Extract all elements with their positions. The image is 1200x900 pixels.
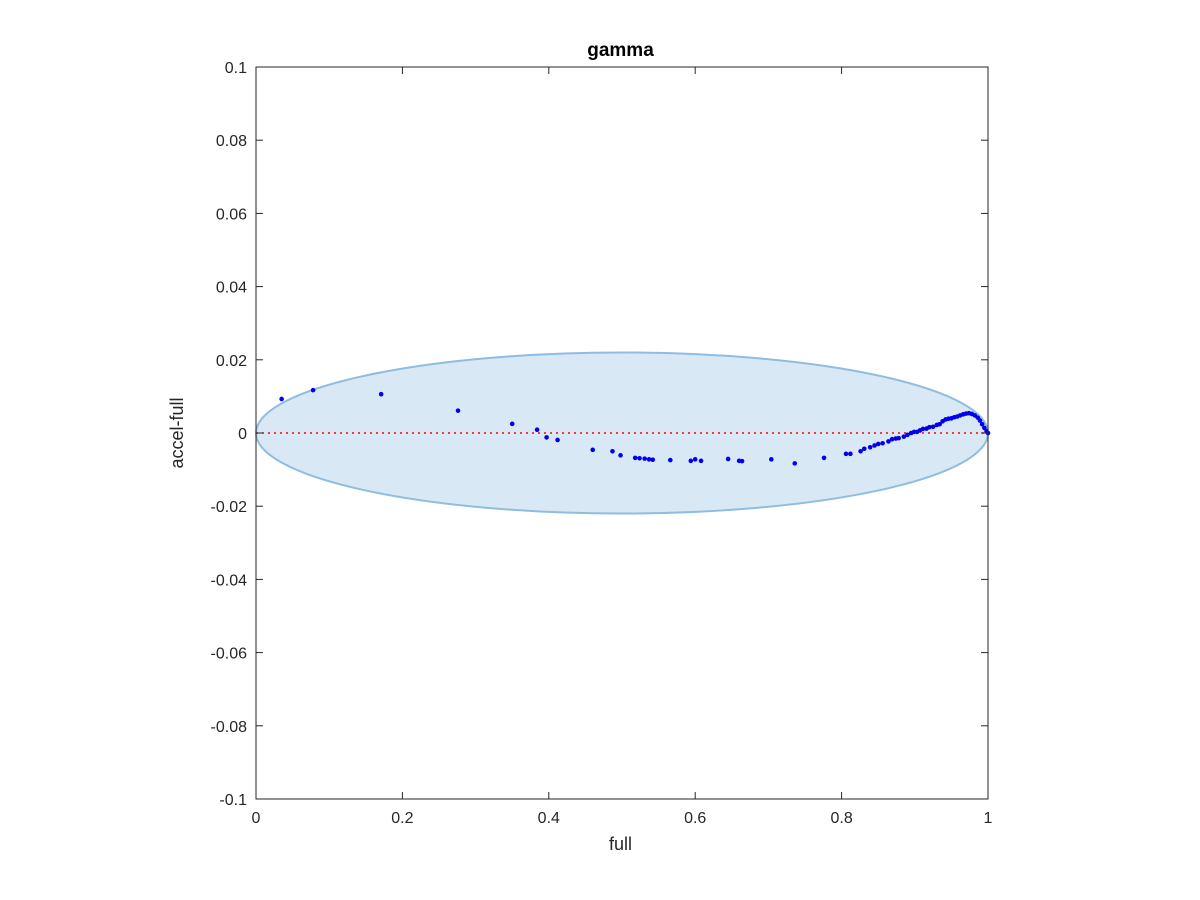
data-point <box>590 447 596 453</box>
data-point <box>650 457 656 463</box>
data-point <box>867 444 873 450</box>
data-point <box>792 461 798 466</box>
data-point <box>610 449 615 454</box>
y-axis-ticks: -0.1 -0.08 -0.06 -0.04 -0.02 0 0.02 0.04 0.06 0.0… <box>211 60 988 809</box>
y-tick-label: -0.1 <box>219 792 247 809</box>
x-axis-ticks: 0 0.2 0.4 0.6 0.8 1 <box>252 67 993 827</box>
data-point <box>555 437 560 443</box>
data-point <box>901 434 907 439</box>
x-tick-label: 0.6 <box>684 810 706 827</box>
y-tick-label: -0.06 <box>211 646 248 663</box>
x-tick-label: 0.4 <box>538 810 560 827</box>
data-point <box>858 449 863 454</box>
data-point <box>725 456 731 462</box>
data-point <box>632 455 638 461</box>
data-point <box>889 436 895 442</box>
y-tick-label: -0.02 <box>211 499 248 516</box>
data-point <box>378 391 384 397</box>
x-tick-label: 0 <box>252 810 261 827</box>
data-point <box>534 427 540 433</box>
data-point <box>979 421 985 427</box>
data-point <box>920 426 926 432</box>
x-axis-label: full <box>609 834 632 854</box>
chart-title: gamma <box>587 40 654 61</box>
y-tick-label: 0 <box>238 426 247 443</box>
data-point <box>880 440 885 446</box>
data-point <box>688 458 694 464</box>
y-tick-label: 0.06 <box>216 206 247 223</box>
data-point <box>930 424 936 430</box>
data-points <box>279 387 991 466</box>
x-tick-label: 0.2 <box>391 810 413 827</box>
data-point <box>310 387 316 393</box>
y-tick-label: 0.02 <box>216 353 247 370</box>
data-point <box>848 451 853 457</box>
data-point <box>886 439 891 444</box>
x-tick-label: 1 <box>984 810 993 827</box>
data-point <box>455 408 461 413</box>
data-point <box>982 425 987 431</box>
y-tick-label: 0.1 <box>225 60 247 77</box>
data-point <box>509 421 515 427</box>
y-tick-label: -0.08 <box>211 719 248 736</box>
data-point <box>769 457 774 462</box>
y-tick-label: 0.04 <box>216 280 247 297</box>
y-axis-label: accel-full <box>167 397 187 468</box>
data-point <box>937 421 942 427</box>
data-point <box>861 446 867 452</box>
data-point <box>698 458 704 464</box>
data-point <box>279 396 284 402</box>
x-tick-label: 0.8 <box>830 810 852 827</box>
data-point <box>977 418 983 423</box>
data-point <box>896 435 901 441</box>
y-tick-label: 0.08 <box>216 133 247 150</box>
data-point <box>692 457 698 462</box>
data-point <box>739 458 745 464</box>
data-point <box>637 455 642 461</box>
y-tick-label: -0.04 <box>211 572 248 589</box>
data-point <box>646 457 652 462</box>
data-point <box>927 424 932 430</box>
data-point <box>544 435 549 440</box>
data-point <box>875 441 881 447</box>
data-point <box>618 453 623 458</box>
data-point <box>642 456 647 461</box>
data-point <box>905 432 910 438</box>
data-point <box>821 455 827 461</box>
data-point <box>668 457 673 463</box>
data-point <box>843 451 849 457</box>
data-point <box>872 443 877 448</box>
plot-area: 0 0.2 0.4 0.6 0.8 1 -0.1-0.08-0.06-0.04-0.020… <box>211 60 993 827</box>
